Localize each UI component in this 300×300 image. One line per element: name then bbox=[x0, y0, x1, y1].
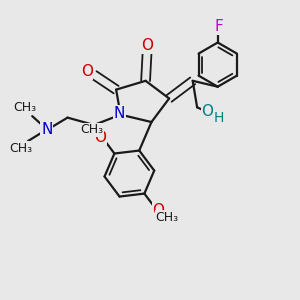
Text: CH₃: CH₃ bbox=[156, 211, 179, 224]
Text: O: O bbox=[141, 38, 153, 53]
Text: H: H bbox=[214, 111, 224, 124]
Text: F: F bbox=[215, 19, 224, 34]
Text: O: O bbox=[201, 104, 213, 119]
Text: O: O bbox=[152, 202, 164, 217]
Text: N: N bbox=[113, 106, 125, 121]
Text: CH₃: CH₃ bbox=[80, 123, 103, 136]
Text: O: O bbox=[81, 64, 93, 80]
Text: N: N bbox=[41, 122, 52, 137]
Text: CH₃: CH₃ bbox=[9, 142, 32, 155]
Text: CH₃: CH₃ bbox=[13, 101, 36, 114]
Text: O: O bbox=[94, 130, 106, 145]
